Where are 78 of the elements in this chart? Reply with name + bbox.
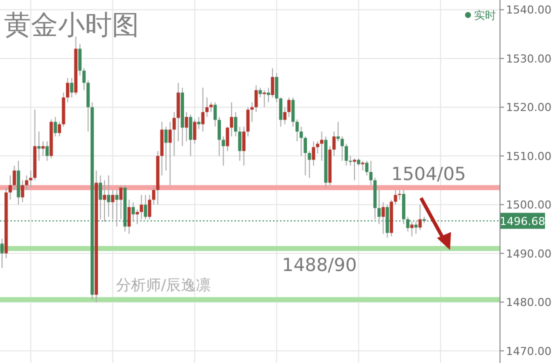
candlestick xyxy=(369,160,373,186)
candlestick xyxy=(98,174,102,220)
candlestick xyxy=(54,116,57,137)
candlestick xyxy=(320,131,324,162)
candlestick xyxy=(144,194,148,220)
annotation: 分析师/辰逸凛 xyxy=(116,276,212,294)
ref-line-label: 1496.68 xyxy=(500,214,546,228)
candlestick xyxy=(287,96,291,118)
candlestick xyxy=(344,143,348,166)
candlestick xyxy=(340,136,344,162)
candlestick xyxy=(0,238,4,268)
candlestick xyxy=(214,102,217,128)
candlestick xyxy=(82,68,86,91)
candlestick xyxy=(205,96,209,118)
candlestick xyxy=(382,202,385,234)
candlestick xyxy=(148,194,152,220)
candlestick xyxy=(136,209,139,225)
candlestick xyxy=(218,116,221,156)
candlestick xyxy=(41,140,45,156)
candlestick xyxy=(246,106,250,137)
candlestick xyxy=(201,87,205,132)
candlestick xyxy=(312,140,316,166)
candlestick xyxy=(152,184,156,206)
candlestick xyxy=(102,180,106,222)
candlestick xyxy=(70,77,74,98)
candlestick xyxy=(172,112,176,156)
candlestick xyxy=(37,131,41,162)
candlestick xyxy=(398,190,402,200)
y-tick-label: 1530.00 xyxy=(506,52,552,66)
candlestick xyxy=(258,87,262,98)
candlestick xyxy=(270,68,274,98)
candlestick xyxy=(365,160,368,176)
annotation: 1504/05 xyxy=(391,164,466,185)
annotation: 1488/90 xyxy=(282,255,357,276)
y-tick-label: 1490.00 xyxy=(506,247,552,260)
y-tick-label: 1480.00 xyxy=(506,296,552,310)
candlestick xyxy=(308,150,312,178)
candlestick xyxy=(193,118,196,144)
candlestick xyxy=(304,136,307,176)
candlestick xyxy=(66,77,70,103)
y-tick-label: 1470.00 xyxy=(506,344,552,358)
candlestick xyxy=(361,160,364,172)
candlestick xyxy=(414,221,418,234)
y-tick-label: 1540.00 xyxy=(506,4,552,17)
candlestick xyxy=(164,126,168,172)
annotation: 实时 xyxy=(474,9,496,22)
candlestick xyxy=(300,126,303,156)
candlestick xyxy=(45,140,49,162)
y-tick-label: 1520.00 xyxy=(506,101,552,114)
candlestick xyxy=(168,121,172,186)
candlestick xyxy=(238,126,242,162)
candlestick xyxy=(234,112,238,137)
candlestick xyxy=(266,87,270,103)
candlestick xyxy=(29,170,32,188)
candlestick xyxy=(188,114,192,156)
candlestick xyxy=(283,106,286,125)
candlestick xyxy=(262,90,266,108)
candlestick xyxy=(242,126,246,166)
candlestick xyxy=(58,121,62,137)
candlestick xyxy=(111,190,114,220)
y-tick-label: 1500.00 xyxy=(506,198,552,212)
candlestick xyxy=(12,165,16,191)
candlestick xyxy=(119,184,123,220)
candlestick xyxy=(254,84,258,113)
candlestick xyxy=(226,126,230,152)
candlestick xyxy=(291,96,295,128)
chart-title: 黄金小时图 xyxy=(4,10,139,41)
candlestick xyxy=(20,180,24,203)
candlestick xyxy=(332,131,336,156)
y-tick-label: 1510.00 xyxy=(506,150,552,163)
candlestick xyxy=(250,102,254,122)
candlestick xyxy=(410,221,414,237)
candlestick xyxy=(78,43,82,76)
candlestick xyxy=(352,158,356,181)
candlestick xyxy=(127,199,131,234)
candlestick xyxy=(140,194,144,220)
candlestick xyxy=(348,155,352,166)
candlestick xyxy=(25,174,28,191)
